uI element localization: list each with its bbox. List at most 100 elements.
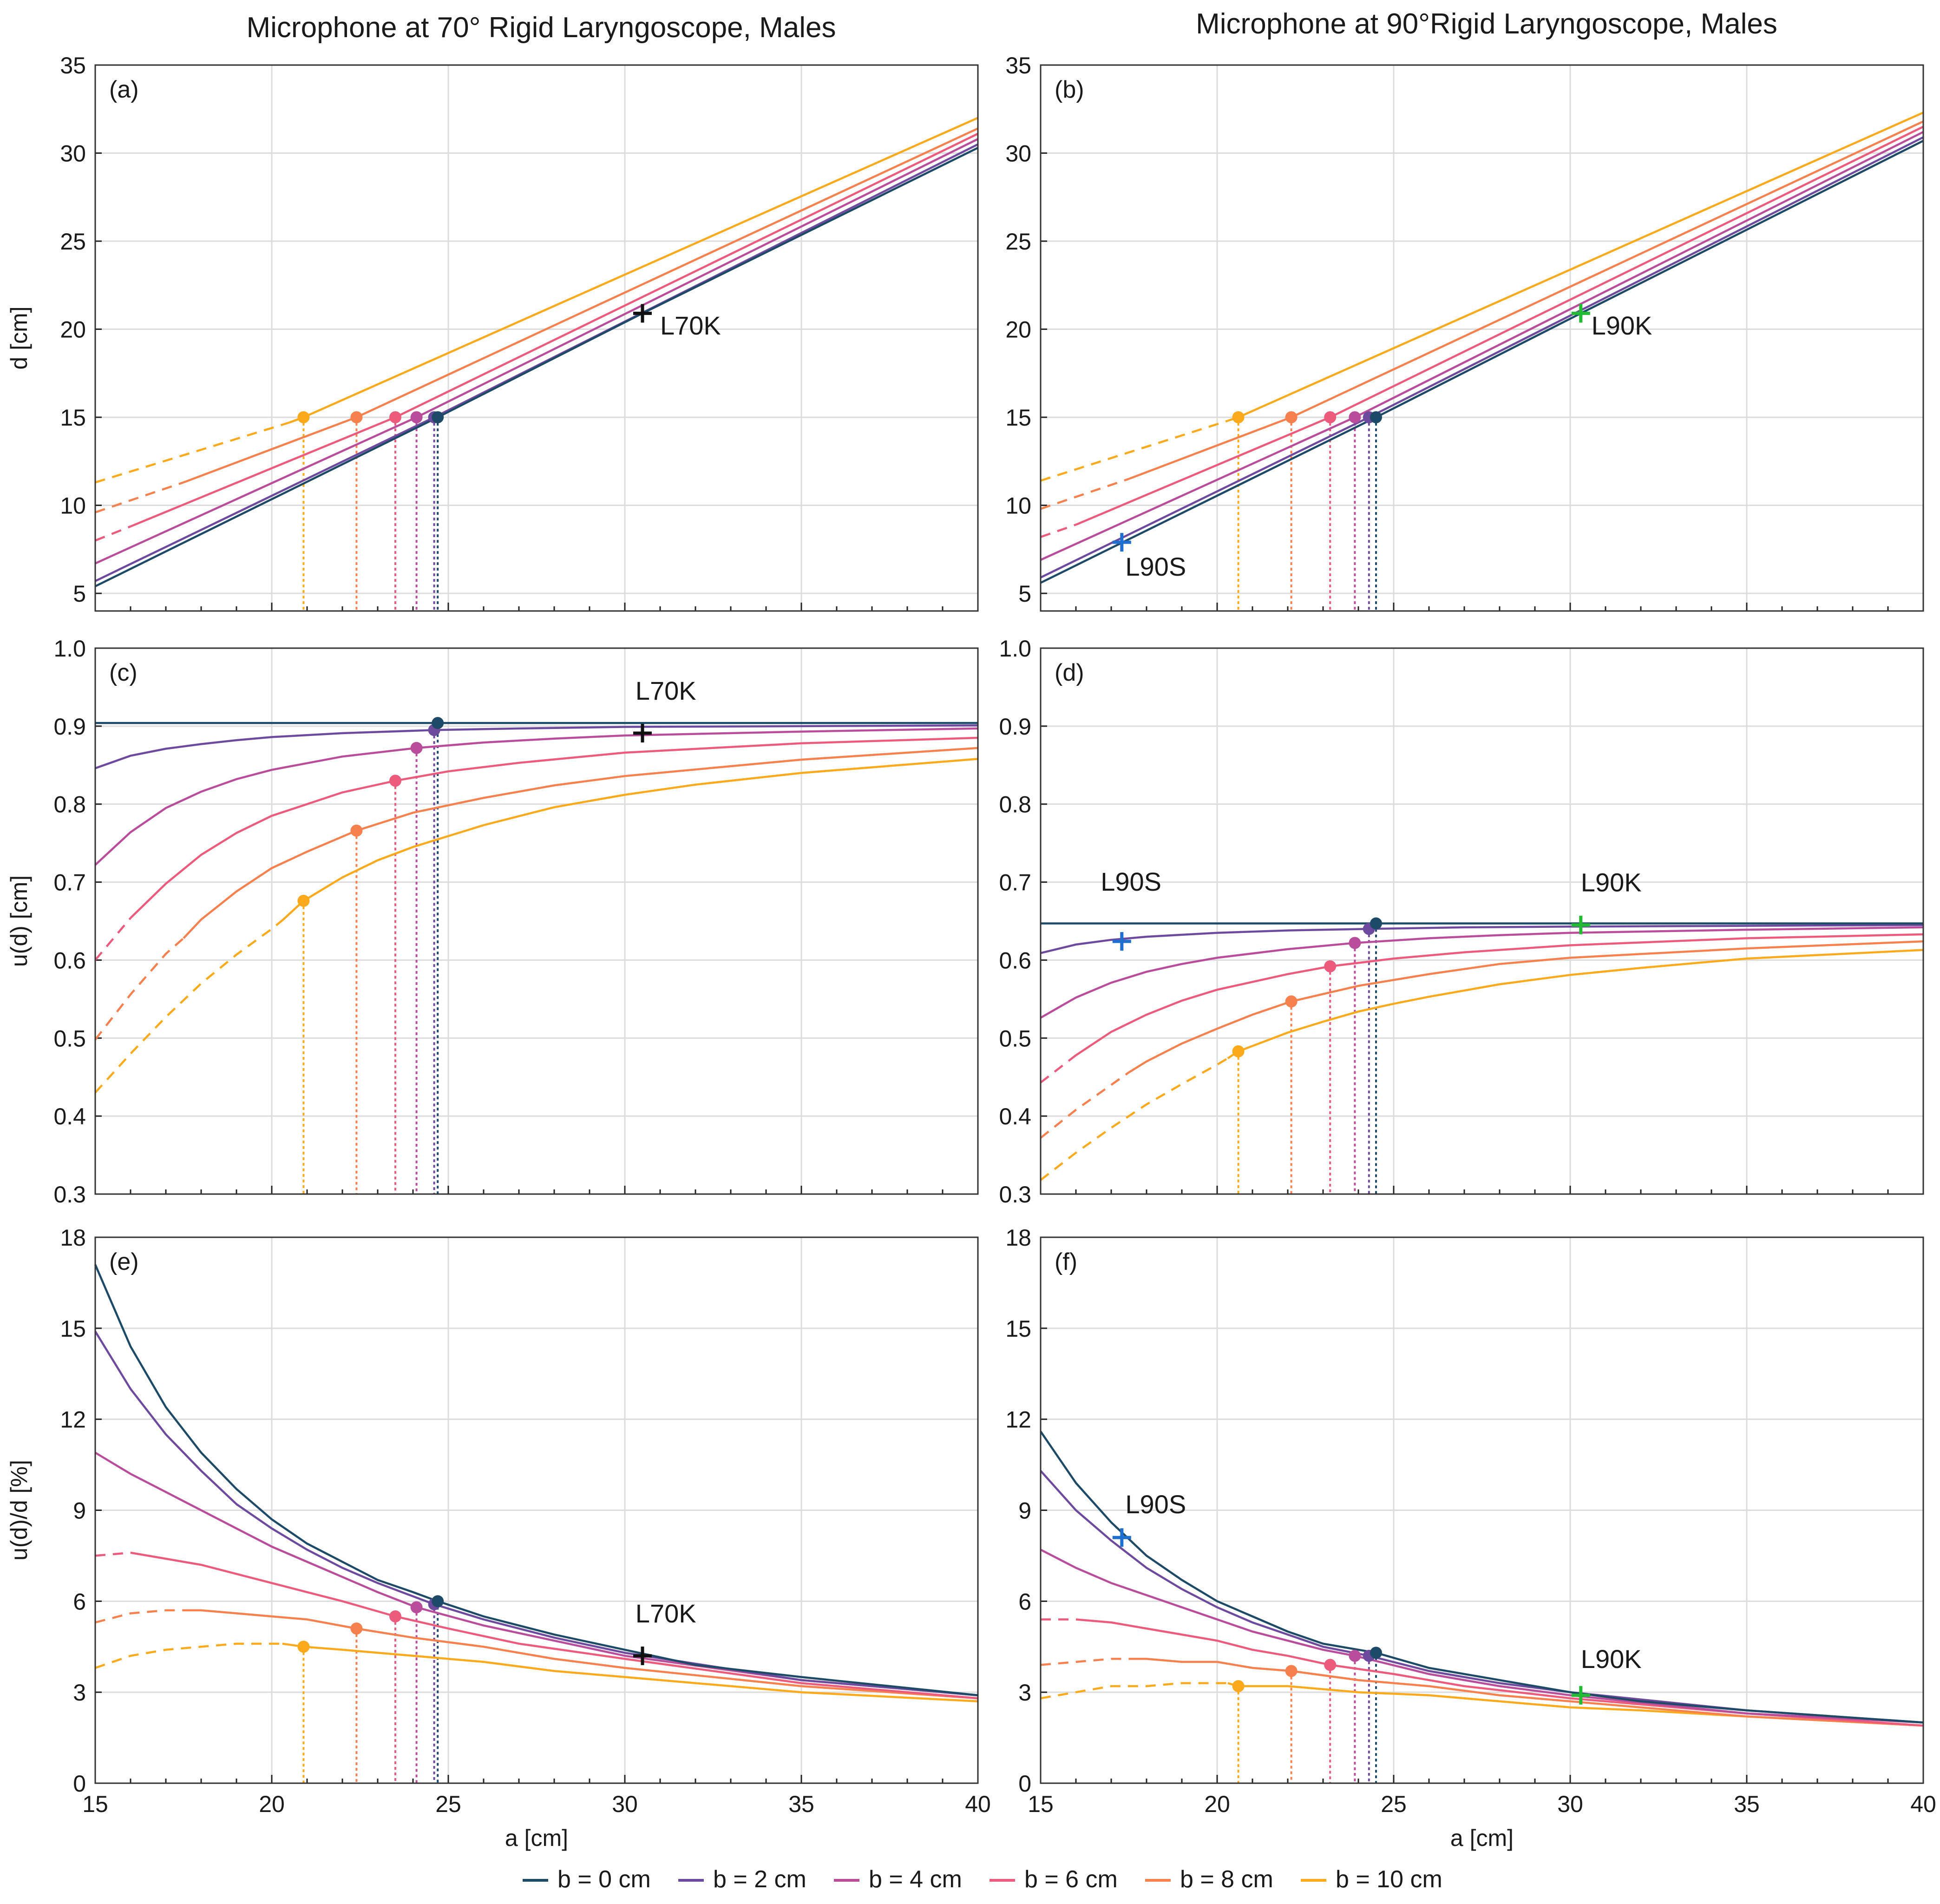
series-line-b-0-cm <box>1040 139 1924 584</box>
y-tick-label: 25 <box>1005 229 1031 255</box>
threshold-point-b-8-cm <box>350 824 363 837</box>
series-line-b-4-cm <box>94 727 978 866</box>
y-tick-label: 15 <box>60 1316 86 1342</box>
threshold-point-b-8-cm <box>350 411 363 424</box>
series-line-b-10-cm <box>1227 1682 1924 1727</box>
series-dashed-b-6-cm <box>1040 524 1076 538</box>
y-tick-label: 9 <box>73 1498 86 1524</box>
series-dashed-b-10-cm <box>1040 1682 1228 1700</box>
marker-l70k <box>633 1646 652 1665</box>
series-dashed-b-8-cm <box>95 1609 184 1624</box>
marker-label-l90k: L90K <box>1581 1644 1642 1674</box>
y-tick-label: 0.8 <box>999 792 1031 818</box>
series-dashed-b-10-cm <box>1040 420 1228 482</box>
marker-l90s <box>1112 932 1131 951</box>
series-line-b-8-cm <box>1128 940 1924 1074</box>
plot-frame <box>1040 647 1924 1195</box>
y-tick-label: 0.7 <box>53 870 86 896</box>
x-tick-label: 15 <box>82 1791 108 1817</box>
threshold-point-b-6-cm <box>1324 411 1337 424</box>
y-tick-label: 35 <box>1005 53 1031 79</box>
y-tick-label: 0.9 <box>53 714 86 740</box>
plot-frame <box>1040 64 1924 612</box>
y-tick-label: 30 <box>60 141 86 167</box>
series-dashed-b-10-cm <box>1040 1057 1228 1181</box>
y-tick-label: 1.0 <box>53 636 86 662</box>
series-dashed-b-8-cm <box>1040 478 1129 510</box>
y-tick-label: 0.8 <box>53 792 86 818</box>
y-tick-label: 20 <box>1005 317 1031 343</box>
series-line-b-4-cm <box>94 1451 978 1696</box>
y-tick-label: 0 <box>73 1771 86 1797</box>
threshold-point-b-0-cm <box>1370 1647 1382 1659</box>
x-tick-label: 35 <box>1734 1791 1760 1817</box>
series-line-b-6-cm <box>130 736 978 919</box>
threshold-point-b-8-cm <box>1285 1665 1298 1677</box>
y-axis-label: u(d)/d [%] <box>6 1460 32 1561</box>
series-line-b-2-cm <box>94 1331 978 1696</box>
marker-label-l90k: L90K <box>1592 311 1652 340</box>
chart-panel-a: L70K (a) 5 10 15 20 25 30 35 d [cm] <box>6 53 979 612</box>
legend-label-b-10-cm: b = 10 cm <box>1336 1866 1442 1893</box>
threshold-point-b-8-cm <box>1285 411 1298 424</box>
series-line-b-0-cm <box>95 147 978 587</box>
y-tick-label: 9 <box>1018 1498 1031 1524</box>
y-tick-label: 1.0 <box>999 636 1031 662</box>
threshold-point-b-10-cm <box>1232 1680 1245 1693</box>
x-tick-label: 25 <box>1381 1791 1407 1817</box>
threshold-point-b-4-cm <box>410 1601 423 1614</box>
series-line-b-8-cm <box>184 1609 978 1700</box>
marker-label-l70k: L70K <box>636 676 696 705</box>
plot-frame <box>1040 1236 1924 1784</box>
y-tick-label: 12 <box>60 1407 86 1433</box>
threshold-point-b-8-cm <box>1285 995 1298 1008</box>
panel-label-f: (f) <box>1055 1248 1077 1275</box>
column-title-right: Microphone at 90°Rigid Laryngoscope, Mal… <box>1196 8 1777 40</box>
threshold-point-b-10-cm <box>297 411 310 424</box>
threshold-point-b-10-cm <box>297 1641 310 1653</box>
threshold-point-b-6-cm <box>1324 960 1337 972</box>
threshold-point-b-4-cm <box>410 411 423 424</box>
y-tick-label: 0.3 <box>53 1182 86 1208</box>
chart-panel-b: L90K L90S (b) 5 10 15 20 25 30 35 <box>1005 53 1924 612</box>
y-tick-label: 0.4 <box>53 1103 86 1129</box>
y-tick-label: 15 <box>60 405 86 431</box>
chart-panel-d: L90K L90S (d) 0.3 0.4 0.5 0.6 0.7 0.8 0.9 1.0 <box>999 636 1924 1208</box>
legend-label-b-4-cm: b = 4 cm <box>869 1866 962 1893</box>
series-dashed-b-6-cm <box>1040 1054 1077 1083</box>
marker-label-l70k: L70K <box>636 1599 696 1628</box>
marker-l90k <box>1571 1686 1590 1705</box>
series-line-b-6-cm <box>130 1551 978 1700</box>
y-tick-label: 30 <box>1005 141 1031 167</box>
threshold-point-b-10-cm <box>297 894 310 907</box>
marker-l70k <box>633 304 652 323</box>
legend: b = 0 cm b = 2 cm b = 4 cm b = 6 cm b = 8 cm… <box>523 1866 1442 1893</box>
panel-label-d: (d) <box>1055 659 1084 686</box>
y-tick-label: 6 <box>1018 1589 1031 1615</box>
column-title-left: Microphone at 70° Rigid Laryngoscope, Ma… <box>247 12 836 44</box>
series-line-b-2-cm <box>1040 924 1924 954</box>
series-line-b-10-cm <box>282 758 978 921</box>
chart-panel-f: L90K L90S (f) 0 3 6 9 12 15 18 15 20 25 30 35 40 a [cm] <box>1005 1225 1936 1851</box>
panel-label-b: (b) <box>1055 76 1084 103</box>
y-tick-label: 15 <box>1005 1316 1031 1342</box>
y-tick-label: 0.5 <box>999 1025 1031 1051</box>
y-tick-label: 3 <box>73 1680 86 1706</box>
threshold-point-b-6-cm <box>389 775 401 787</box>
y-tick-label: 0.6 <box>999 947 1031 973</box>
x-tick-label: 40 <box>1910 1791 1936 1817</box>
marker-label-l90s: L90S <box>1125 1490 1186 1519</box>
x-tick-label: 40 <box>965 1791 991 1817</box>
threshold-point-b-0-cm <box>432 411 444 424</box>
x-tick-label: 15 <box>1028 1791 1054 1817</box>
legend-label-b-6-cm: b = 6 cm <box>1024 1866 1118 1893</box>
chart-panel-e: L70K (e) 0 3 6 9 12 15 18 15 20 25 30 35 40 a [cm] u(d)/… <box>6 1225 991 1851</box>
y-tick-label: 0 <box>1018 1771 1031 1797</box>
panel-label-a: (a) <box>109 76 139 103</box>
x-axis-label: a [cm] <box>1450 1825 1514 1851</box>
series-line-b-2-cm <box>95 724 978 769</box>
y-tick-label: 0.6 <box>53 947 86 973</box>
y-tick-label: 3 <box>1018 1680 1031 1706</box>
y-tick-label: 0.4 <box>999 1103 1031 1129</box>
y-tick-label: 5 <box>73 581 86 607</box>
